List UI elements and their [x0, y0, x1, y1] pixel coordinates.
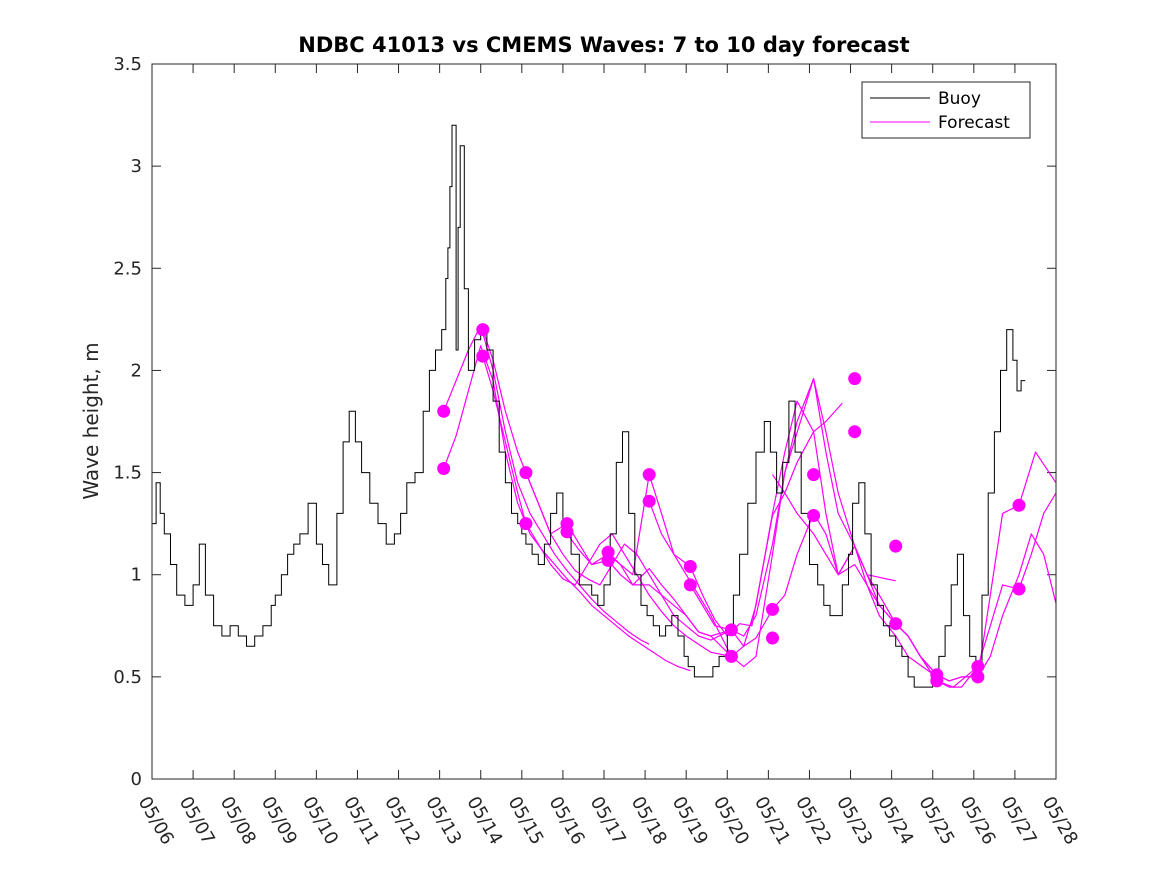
forecast-marker — [848, 425, 862, 439]
forecast-marker — [519, 466, 533, 480]
legend-buoy-label: Buoy — [938, 89, 981, 109]
forecast-marker — [601, 553, 615, 567]
forecast-marker — [766, 631, 779, 645]
series-group — [152, 124, 1056, 688]
y-tick-labels: 0 0.5 1 1.5 2 2.5 3 3.5 — [113, 54, 142, 790]
forecast-marker — [642, 468, 656, 482]
forecast-marker — [971, 670, 985, 684]
y-tick-label: 2 — [131, 360, 142, 381]
y-tick-label: 0 — [131, 769, 142, 790]
forecast-marker — [642, 494, 656, 508]
y-axis-label: Wave height, m — [79, 342, 103, 499]
forecast-marker — [437, 404, 451, 418]
plot-area — [152, 64, 1056, 779]
forecast-marker — [519, 517, 533, 531]
forecast-marker — [437, 462, 451, 475]
forecast-marker — [930, 674, 944, 688]
forecast-marker — [1012, 582, 1026, 596]
forecast-line — [482, 355, 732, 657]
forecast-marker — [683, 578, 697, 592]
forecast-marker — [476, 349, 490, 363]
forecast-marker — [766, 602, 779, 616]
forecast-marker — [807, 509, 821, 522]
y-tick-label: 3.5 — [113, 54, 142, 75]
forecast-line — [607, 378, 896, 668]
forecast-marker — [971, 660, 985, 674]
forecast-marker — [476, 323, 490, 337]
legend-box — [861, 81, 1031, 139]
y-tick-label: 0.5 — [113, 667, 142, 688]
buoy-line — [152, 124, 1026, 688]
forecast-marker — [889, 617, 903, 631]
legend-forecast-label: Forecast — [938, 113, 1010, 133]
axis-ticks — [151, 63, 1057, 780]
legend: Buoy Forecast — [861, 81, 1031, 139]
y-tick-label: 2.5 — [113, 258, 142, 279]
plot-frame — [151, 63, 1057, 780]
forecast-marker — [683, 560, 697, 573]
forecast-marker — [807, 468, 821, 482]
y-tick-label: 1 — [131, 565, 142, 586]
forecast-marker — [724, 623, 738, 637]
forecast-line — [482, 329, 732, 641]
forecast-marker — [848, 372, 862, 386]
y-tick-label: 3 — [131, 156, 142, 177]
forecast-marker — [724, 649, 738, 663]
forecast-marker — [1012, 498, 1026, 512]
y-tick-label: 1.5 — [113, 463, 142, 484]
forecast-marker — [889, 539, 903, 553]
forecast-marker — [560, 525, 574, 539]
chart-title: NDBC 41013 vs CMEMS Waves: 7 to 10 day f… — [298, 33, 909, 57]
